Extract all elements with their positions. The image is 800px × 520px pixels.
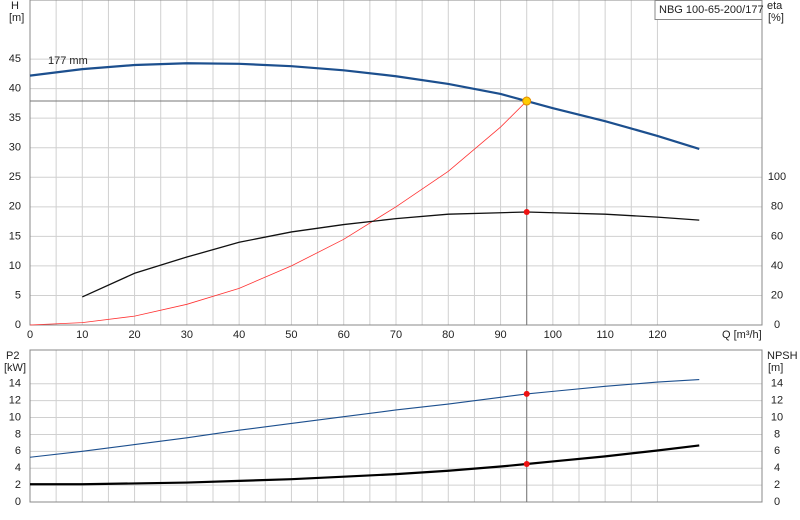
x-tick-label: 110 [596,329,614,341]
y2-tick-label: 60 [771,230,783,242]
y-tick-label: 40 [9,83,21,95]
x-tick-label: 10 [76,329,88,341]
curve [82,211,700,298]
curve [29,100,527,326]
y-tick-label: 35 [9,112,21,124]
y2-tick-label: 2 [774,479,780,491]
duty-point [523,390,530,397]
y2-axis-unit: [m] [768,362,783,374]
duty-point [523,461,530,467]
x-tick-label: 60 [338,329,350,341]
x-tick-label: 120 [648,329,666,341]
y2-tick-label: 0 [774,496,780,508]
curve-label: 177 mm [48,55,88,67]
x-tick-label: 50 [285,329,297,341]
y-axis-label: P2 [6,350,19,362]
x-tick-label: 0 [27,329,33,341]
duty-point [522,96,532,106]
x-tick-label: 70 [390,329,402,341]
y-tick-label: 10 [9,260,21,272]
y2-axis-unit: [%] [768,12,784,24]
y2-tick-label: 20 [771,289,783,301]
x-tick-label: 90 [494,329,506,341]
y2-tick-label: 6 [774,445,780,457]
x-tick-label: 40 [233,329,245,341]
y2-tick-label: 80 [771,201,783,213]
y-tick-label: 2 [15,479,21,491]
y-tick-label: 10 [9,411,21,423]
y-tick-label: 30 [9,142,21,154]
plot-frame [29,349,763,503]
y-tick-label: 6 [15,445,21,457]
y-tick-label: 20 [9,201,21,213]
y2-tick-label: 14 [771,378,783,390]
y-tick-label: 25 [9,171,21,183]
y-tick-label: 5 [15,289,21,301]
y2-tick-label: 100 [768,171,786,183]
y2-tick-label: 4 [774,462,780,474]
y-tick-label: 14 [9,378,21,390]
y-axis-unit: [kW] [4,362,26,374]
x-tick-label: 20 [128,329,140,341]
y-tick-label: 45 [9,53,21,65]
y2-tick-label: 10 [771,411,783,423]
y-axis-unit: [m] [9,12,24,24]
y-tick-label: 15 [9,230,21,242]
chart-title: NBG 100-65-200/177 [659,4,764,16]
plot-frame [29,0,763,326]
y2-tick-label: 12 [771,395,783,407]
curve [29,379,700,458]
y-tick-label: 0 [15,496,21,508]
y-axis-label: H [11,0,19,12]
duty-point [523,208,530,215]
curve [29,62,700,150]
legend-box [654,0,763,20]
y-tick-label: 8 [15,428,21,440]
x-axis-label: Q [m³/h] [722,329,762,341]
x-tick-label: 30 [181,329,193,341]
y2-axis-label: NPSH [767,350,798,362]
x-tick-label: 80 [442,329,454,341]
y2-tick-label: 40 [771,260,783,272]
x-tick-label: 100 [544,329,562,341]
y2-axis-label: eta [767,0,783,12]
curve [30,444,700,486]
y2-tick-label: 8 [774,428,780,440]
y-tick-label: 12 [9,395,21,407]
y2-tick-label: 0 [774,319,780,331]
y-tick-label: 4 [15,462,21,474]
y-tick-label: 0 [15,319,21,331]
